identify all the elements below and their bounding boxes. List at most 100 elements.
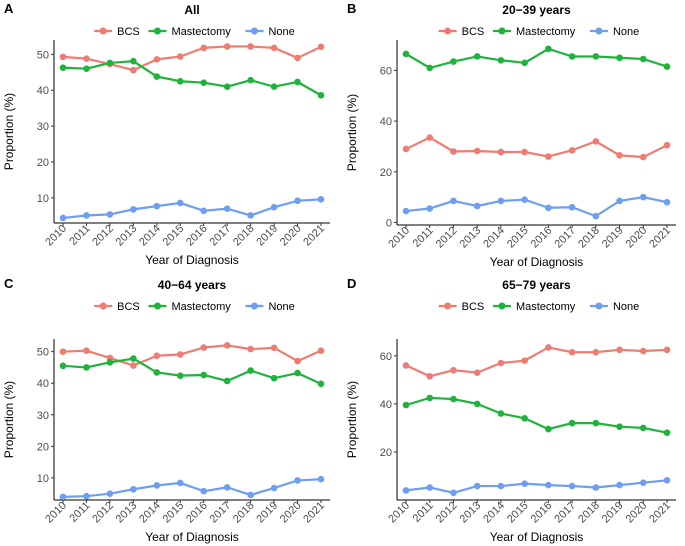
x-tick-label: 2018	[231, 223, 257, 249]
x-tick-label: 2017	[208, 500, 234, 526]
data-point	[153, 56, 161, 63]
series-line	[405, 396, 668, 434]
x-tick-label: 2014	[481, 500, 507, 526]
data-point	[592, 138, 600, 145]
y-tick-label: 60	[380, 351, 392, 363]
data-point	[592, 348, 600, 356]
x-tick-label: 2014	[137, 223, 163, 249]
y-tick-label: 60	[380, 65, 392, 77]
data-point	[402, 50, 410, 58]
data-point	[592, 53, 600, 60]
data-point	[663, 476, 671, 484]
data-point	[270, 344, 278, 352]
legend-marker	[99, 27, 107, 35]
data-point	[83, 492, 90, 500]
data-point	[521, 148, 528, 156]
data-point	[497, 410, 505, 417]
data-point	[521, 357, 528, 364]
data-point	[153, 73, 161, 80]
legend-marker	[595, 27, 603, 35]
legend-marker	[250, 302, 258, 310]
y-tick-label: 40	[380, 399, 392, 411]
data-point	[83, 55, 90, 62]
series-none	[402, 476, 671, 497]
panel-title: 40−64 years	[158, 278, 227, 292]
y-axis-label: Proportion (%)	[345, 381, 359, 458]
data-point	[473, 482, 481, 490]
data-point	[568, 203, 576, 211]
data-point	[568, 53, 576, 60]
data-point	[59, 53, 67, 61]
data-point	[402, 487, 410, 494]
data-point	[247, 43, 254, 50]
series-bcs	[402, 344, 671, 380]
data-point	[59, 214, 67, 222]
data-point	[270, 44, 278, 52]
y-tick-label: 40	[37, 378, 49, 390]
y-tick-label: 30	[37, 121, 49, 133]
x-tick-label: 2016	[529, 225, 555, 251]
legend-item-bcs: BCS	[438, 26, 484, 38]
data-point	[294, 197, 301, 205]
data-point	[223, 377, 231, 385]
data-point	[663, 346, 671, 354]
data-point	[497, 359, 505, 367]
legend-marker	[153, 27, 161, 35]
data-point	[426, 64, 434, 72]
data-point	[130, 362, 137, 369]
legend-marker	[498, 27, 506, 35]
legend-label: None	[268, 301, 294, 313]
data-point	[473, 202, 481, 210]
x-tick-label: 2014	[481, 225, 507, 251]
x-tick-label: 2018	[576, 500, 602, 526]
data-point	[153, 369, 161, 376]
y-tick-label: 20	[380, 447, 392, 459]
data-point	[426, 205, 434, 212]
data-point	[270, 83, 278, 90]
data-point	[545, 481, 552, 489]
series-line	[405, 136, 668, 159]
data-point	[153, 482, 161, 489]
data-point	[294, 369, 301, 377]
data-point	[545, 344, 552, 351]
series-none	[59, 196, 325, 222]
series-line	[62, 357, 322, 385]
data-point	[450, 366, 457, 374]
x-axis-label: Year of Diagnosis	[490, 530, 584, 544]
data-point	[521, 414, 528, 422]
x-tick-label: 2011	[67, 500, 92, 525]
data-point	[521, 196, 528, 203]
panel-letter: D	[347, 276, 356, 291]
data-point	[200, 79, 208, 86]
legend-label: BCS	[117, 26, 140, 38]
panel-letter: B	[347, 1, 356, 16]
data-point	[639, 153, 647, 161]
series-line	[62, 60, 322, 97]
data-point	[317, 475, 325, 483]
data-point	[176, 77, 184, 85]
y-tick-label: 20	[37, 441, 49, 453]
data-point	[663, 198, 671, 206]
x-tick-label: 2012	[90, 223, 116, 249]
series-mastectomy	[59, 57, 325, 99]
x-tick-label: 2010	[43, 223, 69, 249]
series-bcs	[59, 342, 325, 369]
data-point	[473, 53, 481, 60]
x-tick-label: 2021	[301, 223, 327, 249]
data-point	[402, 207, 410, 215]
data-point	[223, 43, 231, 50]
x-tick-label: 2013	[458, 500, 484, 526]
x-tick-label: 2017	[552, 500, 578, 526]
data-point	[663, 63, 671, 70]
data-point	[639, 347, 647, 355]
series-line	[405, 479, 668, 494]
data-point	[83, 212, 90, 219]
data-point	[473, 400, 481, 408]
data-point	[616, 54, 623, 62]
legend-item-bcs: BCS	[94, 301, 140, 313]
x-tick-label: 2018	[576, 225, 602, 251]
y-tick-label: 0	[386, 217, 392, 229]
series-mastectomy	[59, 355, 325, 388]
x-tick-label: 2019	[600, 500, 626, 526]
